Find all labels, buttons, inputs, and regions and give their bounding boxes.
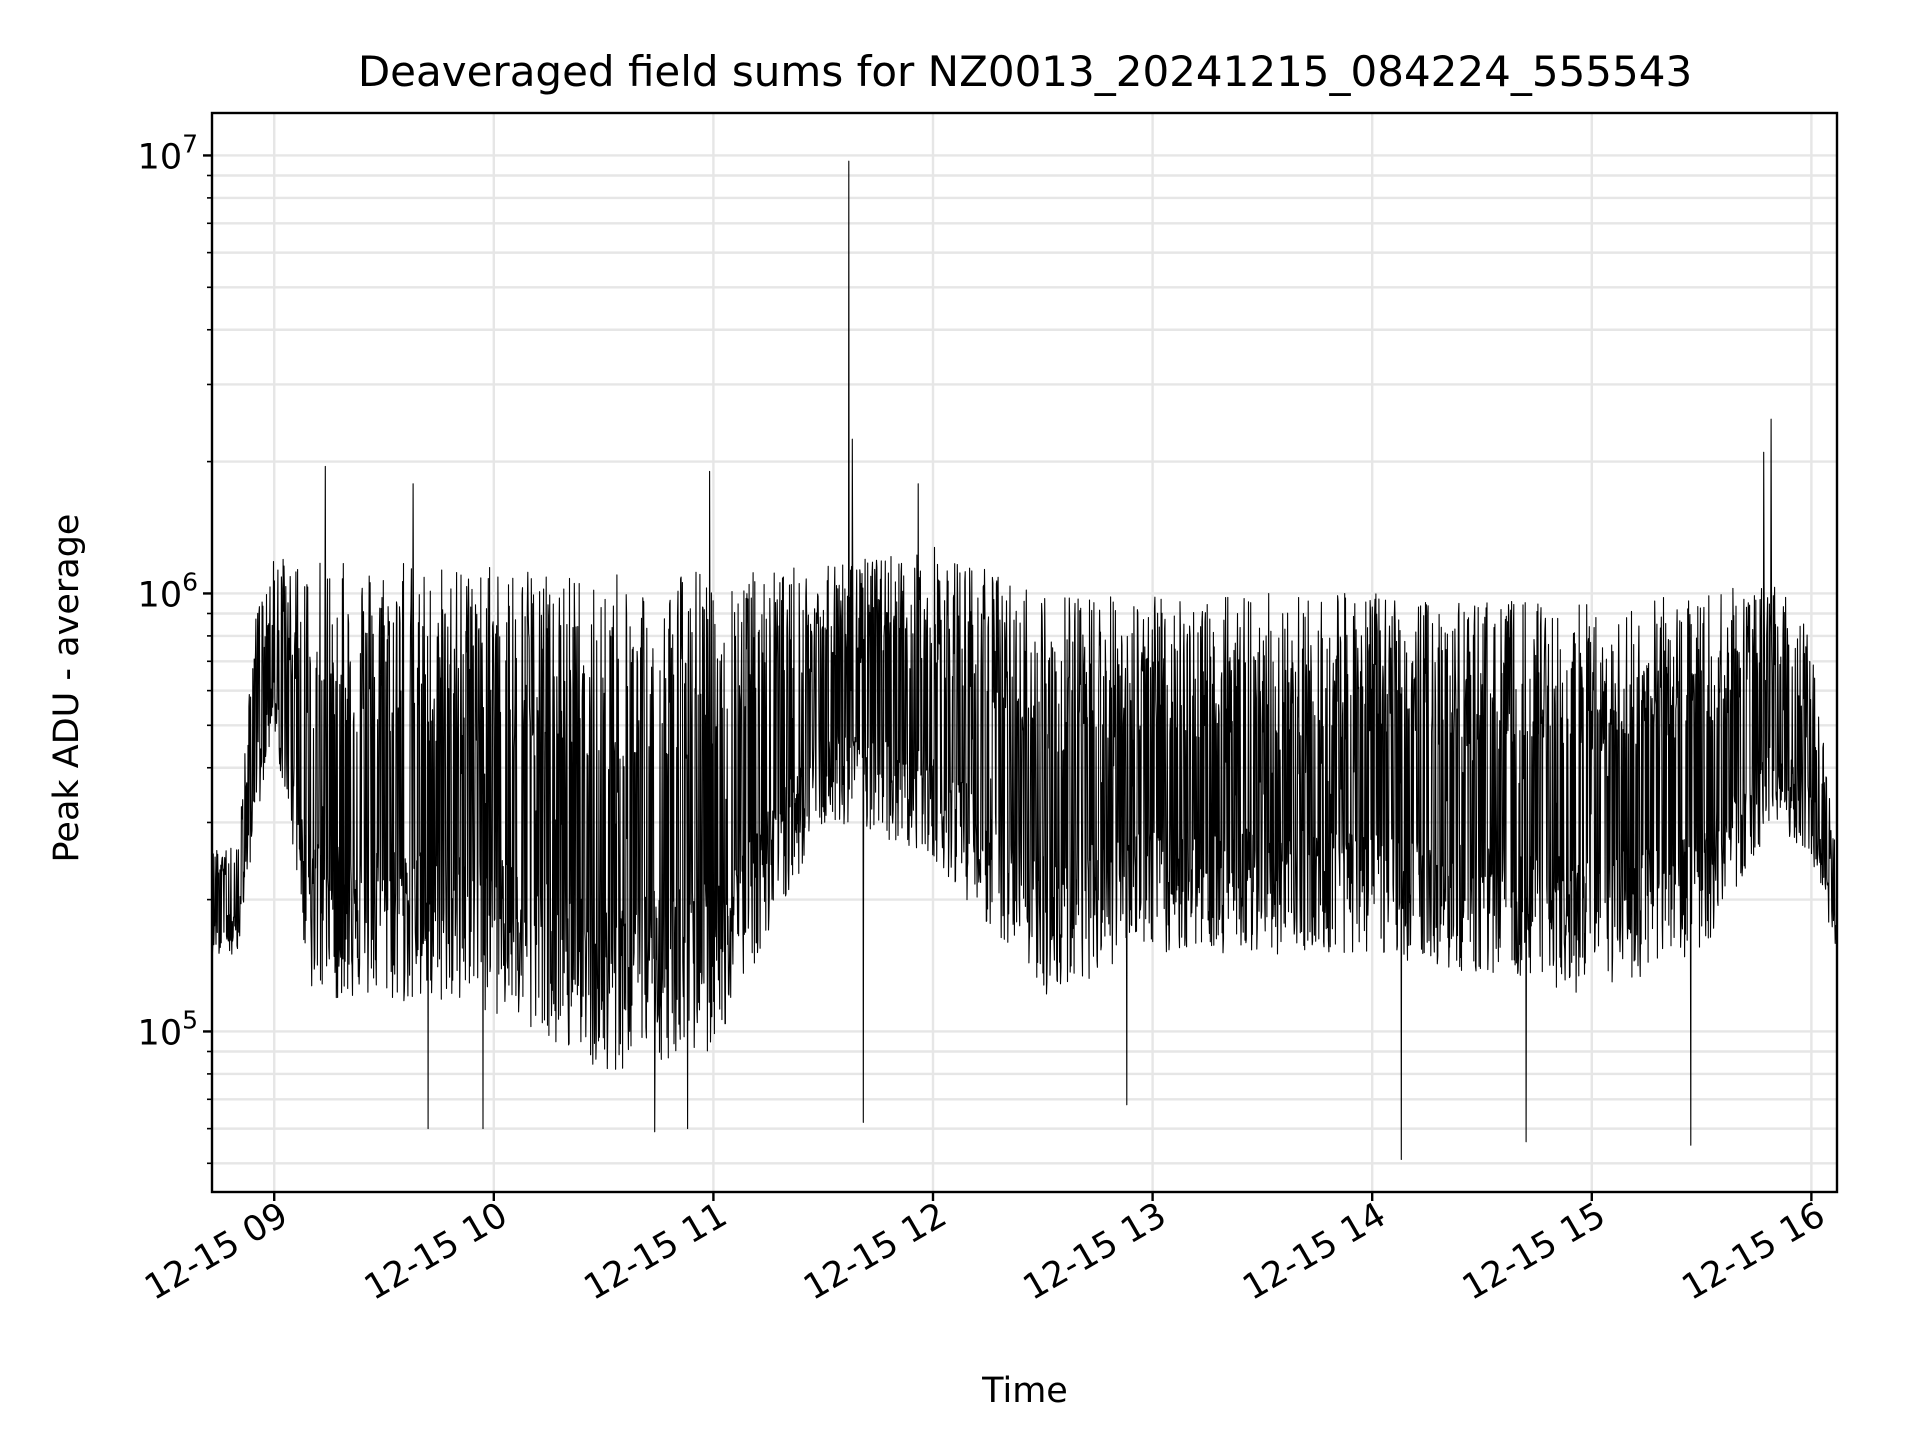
chart-title: Deaveraged field sums for NZ0013_2024121… [358,47,1692,96]
y-axis-label: Peak ADU - average [47,514,87,863]
series-line [211,160,1838,1161]
plot-frame [210,111,1839,1194]
data-series [211,160,1838,1161]
x-tick-label: 12-15 14 [1236,1195,1392,1308]
x-axis-label: Time [981,1371,1068,1411]
x-tick-label: 12-15 15 [1456,1195,1612,1308]
x-tick-label: 12-15 12 [797,1195,953,1308]
x-tick-label: 12-15 13 [1017,1195,1173,1308]
y-tick-label: 107 [138,129,198,177]
x-tick-label: 12-15 09 [138,1195,294,1308]
y-tick-label: 106 [138,567,198,615]
x-tick-label: 12-15 11 [578,1195,734,1308]
x-tick-label: 12-15 16 [1676,1195,1832,1308]
x-tick-label: 12-15 10 [358,1195,514,1308]
y-tick-label: 105 [138,1005,198,1053]
